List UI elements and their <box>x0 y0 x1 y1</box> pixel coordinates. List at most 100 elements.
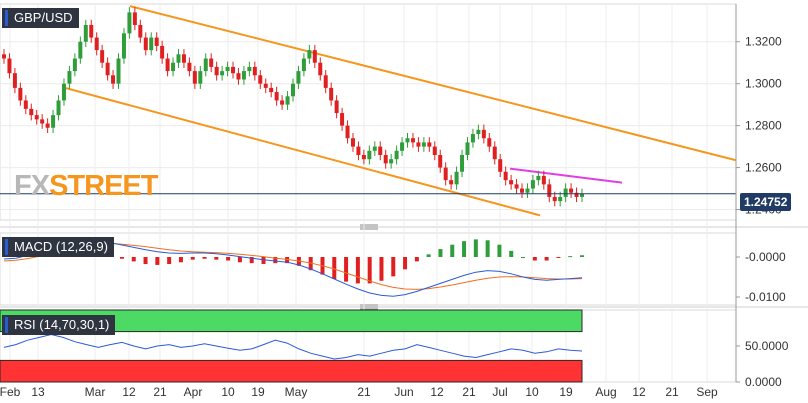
candle-body <box>231 66 236 74</box>
macd-histogram-bar <box>473 239 478 257</box>
candle-body <box>51 115 56 128</box>
candle-body <box>416 142 421 147</box>
x-tick-label: 12 <box>430 385 444 399</box>
candle-body <box>171 62 176 72</box>
candle-body <box>421 142 426 147</box>
candle-body <box>258 75 263 84</box>
macd-histogram-bar <box>226 257 231 261</box>
macd-histogram-bar <box>438 249 443 257</box>
rsi-line <box>3 333 583 360</box>
label-accent <box>5 10 8 26</box>
x-tick-label: Jun <box>394 385 413 399</box>
candle-body <box>7 58 12 74</box>
candle-body <box>301 58 306 72</box>
candle-body <box>541 175 546 185</box>
candle-body <box>83 24 88 42</box>
rsi-overbought-zone <box>0 309 583 333</box>
candle-body <box>89 24 94 38</box>
candle-body <box>94 37 99 51</box>
candle-body <box>220 71 225 76</box>
candle-body <box>67 71 72 84</box>
candle-body <box>72 58 77 72</box>
x-tick-label: Feb <box>0 385 21 399</box>
label-accent <box>5 317 8 333</box>
price-panel-title: GBP/USD <box>14 10 73 25</box>
macd-histogram-bar <box>580 255 584 257</box>
candle-body <box>574 192 579 197</box>
candle-body <box>149 37 154 51</box>
candle-body <box>318 62 323 76</box>
x-tick-label: 21 <box>153 385 167 399</box>
macd-histogram-bar <box>249 257 254 264</box>
candle-body <box>487 138 492 147</box>
price-series <box>0 5 737 217</box>
macd-histogram-bar <box>414 257 419 262</box>
x-tick-label: 19 <box>559 385 573 399</box>
candle-body <box>34 115 39 120</box>
last-price-tag: 1.24752 <box>740 193 792 211</box>
candle-body <box>569 188 574 193</box>
macd-histogram-bar <box>190 257 195 260</box>
candle-body <box>192 71 197 84</box>
candle-body <box>45 123 50 128</box>
x-tick-label: 19 <box>251 385 265 399</box>
macd-histogram-bar <box>261 257 266 265</box>
candle-body <box>56 100 61 116</box>
macd-histogram-bar <box>367 257 372 284</box>
macd-histogram-bar <box>214 257 219 260</box>
fxstreet-logo: FXSTREET <box>14 170 158 203</box>
candle-body <box>536 175 541 181</box>
macd-histogram-bar <box>202 257 207 259</box>
candle-body <box>552 196 557 202</box>
macd-histogram-bar <box>143 257 148 265</box>
macd-histogram-bar <box>273 257 278 264</box>
candle-body <box>160 45 165 59</box>
candle-body <box>291 83 295 97</box>
macd-histogram-bar <box>509 250 514 257</box>
x-tick-label: Jul <box>492 385 507 399</box>
rsi-oversold-zone <box>0 359 583 383</box>
x-tick-label: Mar <box>85 385 106 399</box>
candle-body <box>525 188 530 193</box>
candle-body <box>274 92 279 101</box>
candle-body <box>280 100 285 105</box>
candle-body <box>323 75 328 88</box>
candle-body <box>23 100 28 109</box>
x-tick-label: Sep <box>696 385 718 399</box>
candle-body <box>143 37 148 51</box>
candle-body <box>563 188 568 197</box>
x-tick-label: 21 <box>357 385 371 399</box>
candle-body <box>105 62 110 76</box>
macd-histogram-bar <box>426 254 431 257</box>
price-y-tick-label: 1.2800 <box>745 119 782 133</box>
price-y-tick-label: 1.3000 <box>745 77 782 91</box>
candle-body <box>372 146 377 151</box>
candle-body <box>498 159 503 172</box>
candle-body <box>383 154 388 164</box>
x-tick-label: 10 <box>221 385 235 399</box>
candle-body <box>492 146 497 160</box>
x-tick-label: 10 <box>525 385 539 399</box>
x-tick-label: 21 <box>665 385 679 399</box>
candle-body <box>356 146 361 155</box>
macd-histogram-bar <box>344 257 349 282</box>
candle-body <box>214 66 219 76</box>
macd-panel-title: MACD (12,26,9) <box>14 239 108 254</box>
macd-histogram-bar <box>131 257 136 262</box>
rsi-series <box>0 309 583 383</box>
macd-histogram-bar <box>178 257 183 263</box>
candle-body <box>454 171 459 185</box>
macd-histogram-bar <box>450 244 455 257</box>
macd-histogram-bar <box>544 257 549 261</box>
candle-body <box>263 83 268 88</box>
candle-body <box>530 180 535 189</box>
candle-body <box>558 196 563 202</box>
macd-histogram-bar <box>403 257 408 270</box>
x-tick-label: 13 <box>31 385 45 399</box>
candle-body <box>61 83 66 101</box>
candle-body <box>100 50 105 63</box>
candle-body <box>121 33 126 59</box>
candle-body <box>285 96 290 105</box>
label-accent <box>5 239 8 255</box>
